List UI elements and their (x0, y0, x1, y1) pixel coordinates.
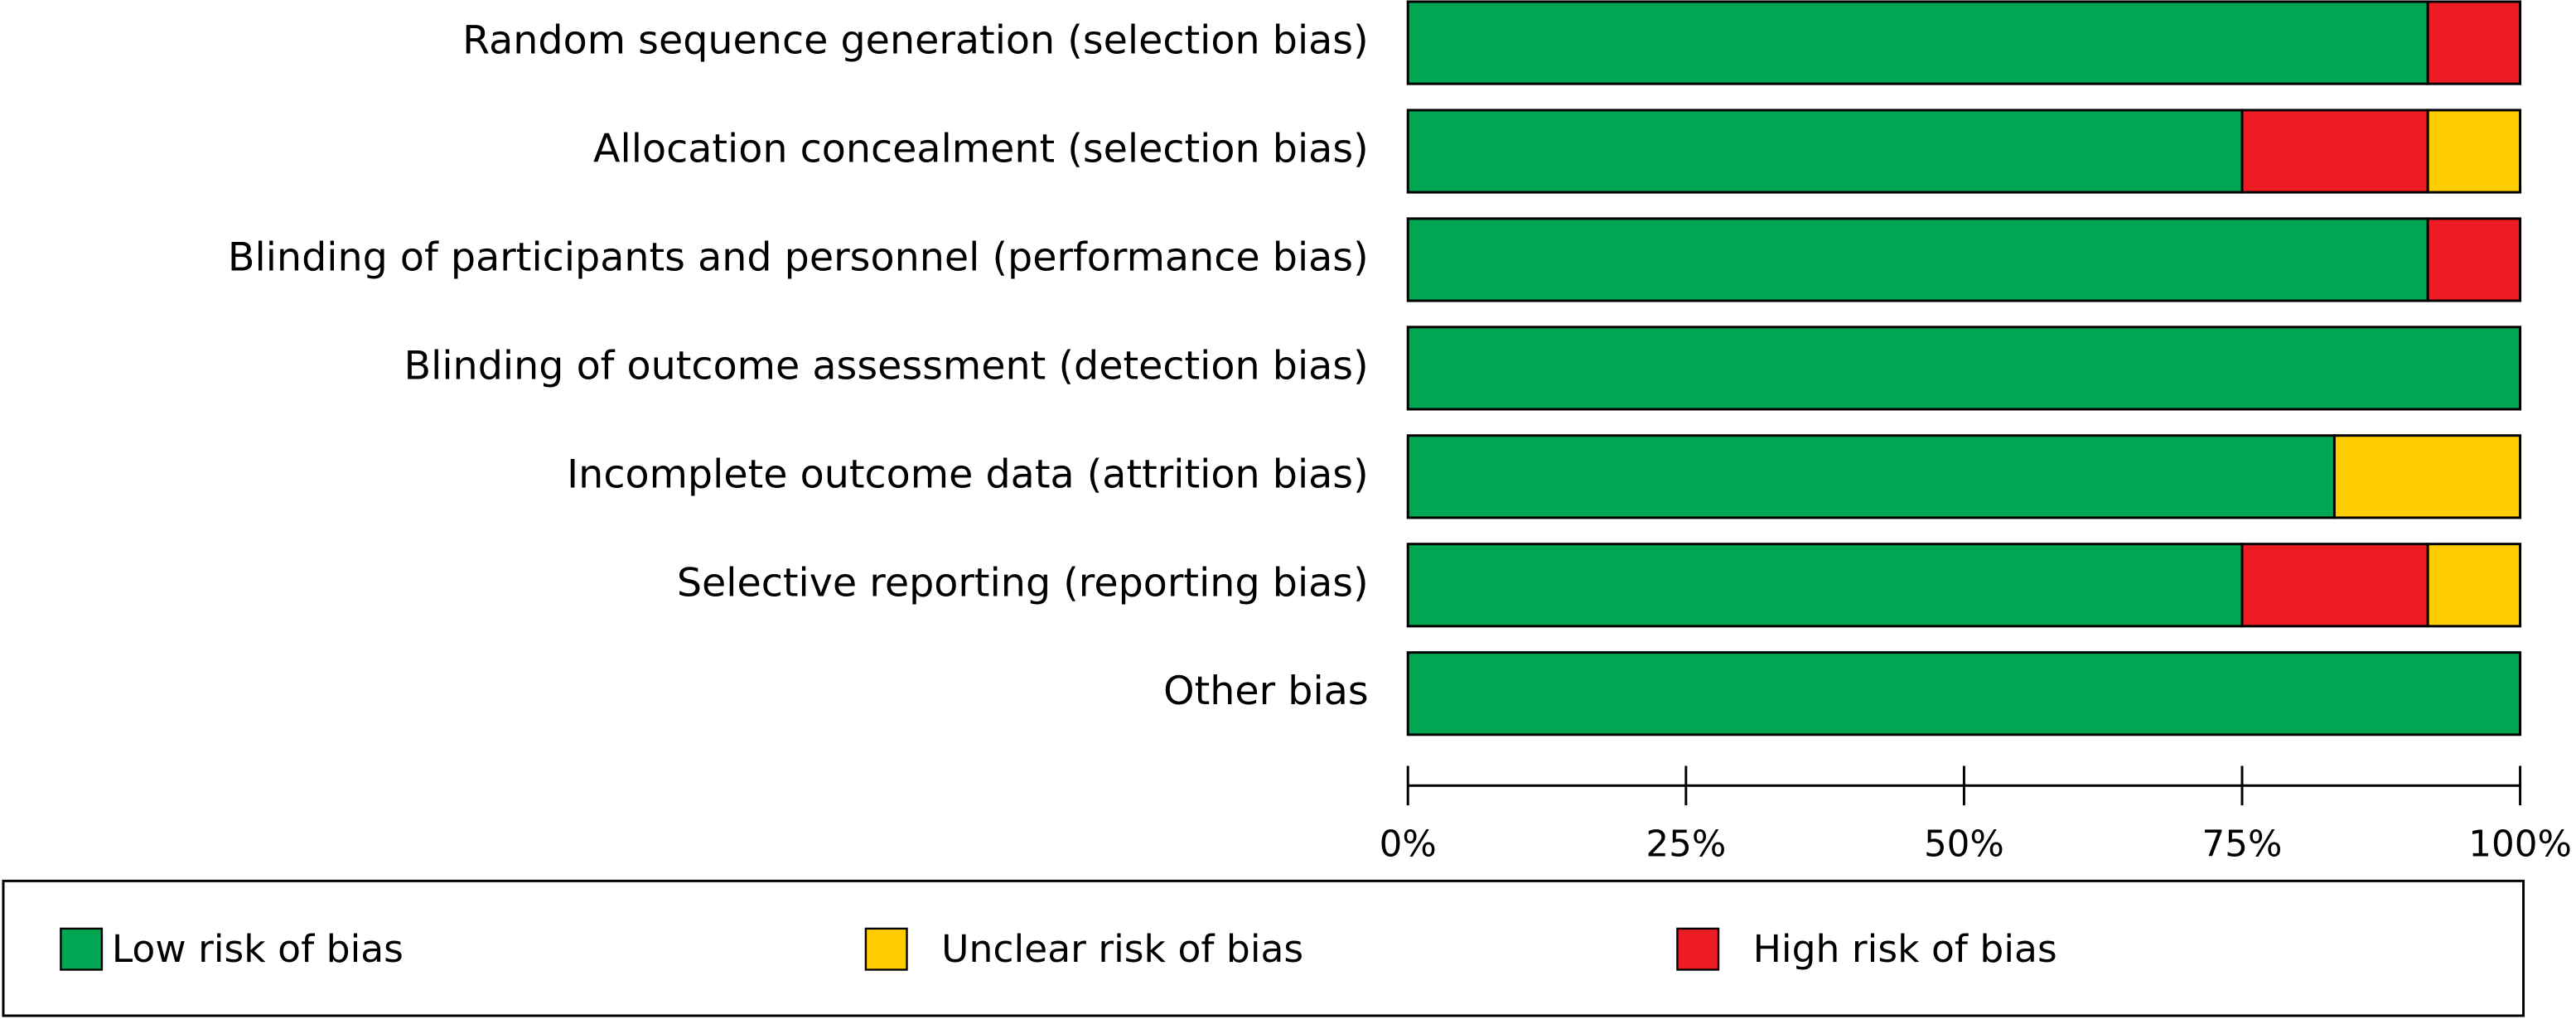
bar-segment (2426, 0, 2522, 85)
bar-segment (1406, 109, 2244, 194)
bar-segment (1406, 651, 2522, 736)
legend-label: Unclear risk of bias (941, 927, 1303, 971)
category-label: Other bias (1163, 669, 1369, 714)
bar-segment (2426, 109, 2522, 194)
legend-label: Low risk of bias (112, 927, 404, 971)
bar-segment (1406, 434, 2336, 519)
x-tick-label: 100% (2468, 824, 2572, 866)
category-label: Blinding of outcome assessment (detectio… (404, 343, 1368, 389)
legend-swatch (864, 927, 908, 971)
bar-segment (1406, 326, 2522, 411)
x-tick-label: 25% (1646, 824, 1726, 866)
bar-segment (1406, 543, 2244, 628)
bar-segment (2426, 543, 2522, 628)
x-tick-label: 50% (1924, 824, 2004, 866)
category-label: Random sequence generation (selection bi… (462, 18, 1369, 64)
legend-box (2, 879, 2525, 1017)
bar-segment (2240, 109, 2429, 194)
category-label: Blinding of participants and personnel (… (228, 234, 1369, 280)
category-label: Allocation concealment (selection bias) (593, 127, 1369, 172)
bar-segment (2332, 434, 2522, 519)
legend-label: High risk of bias (1753, 927, 2057, 971)
x-tick-label: 75% (2202, 824, 2283, 866)
bar-segment (1406, 217, 2429, 302)
x-tick-label: 0% (1380, 824, 1437, 866)
category-label: Selective reporting (reporting bias) (677, 560, 1369, 606)
bar-segment (2426, 217, 2522, 302)
bar-segment (2240, 543, 2429, 628)
legend-swatch (60, 927, 104, 971)
legend-swatch (1676, 927, 1720, 971)
category-label: Incomplete outcome data (attrition bias) (567, 452, 1368, 497)
bar-segment (1406, 0, 2429, 85)
